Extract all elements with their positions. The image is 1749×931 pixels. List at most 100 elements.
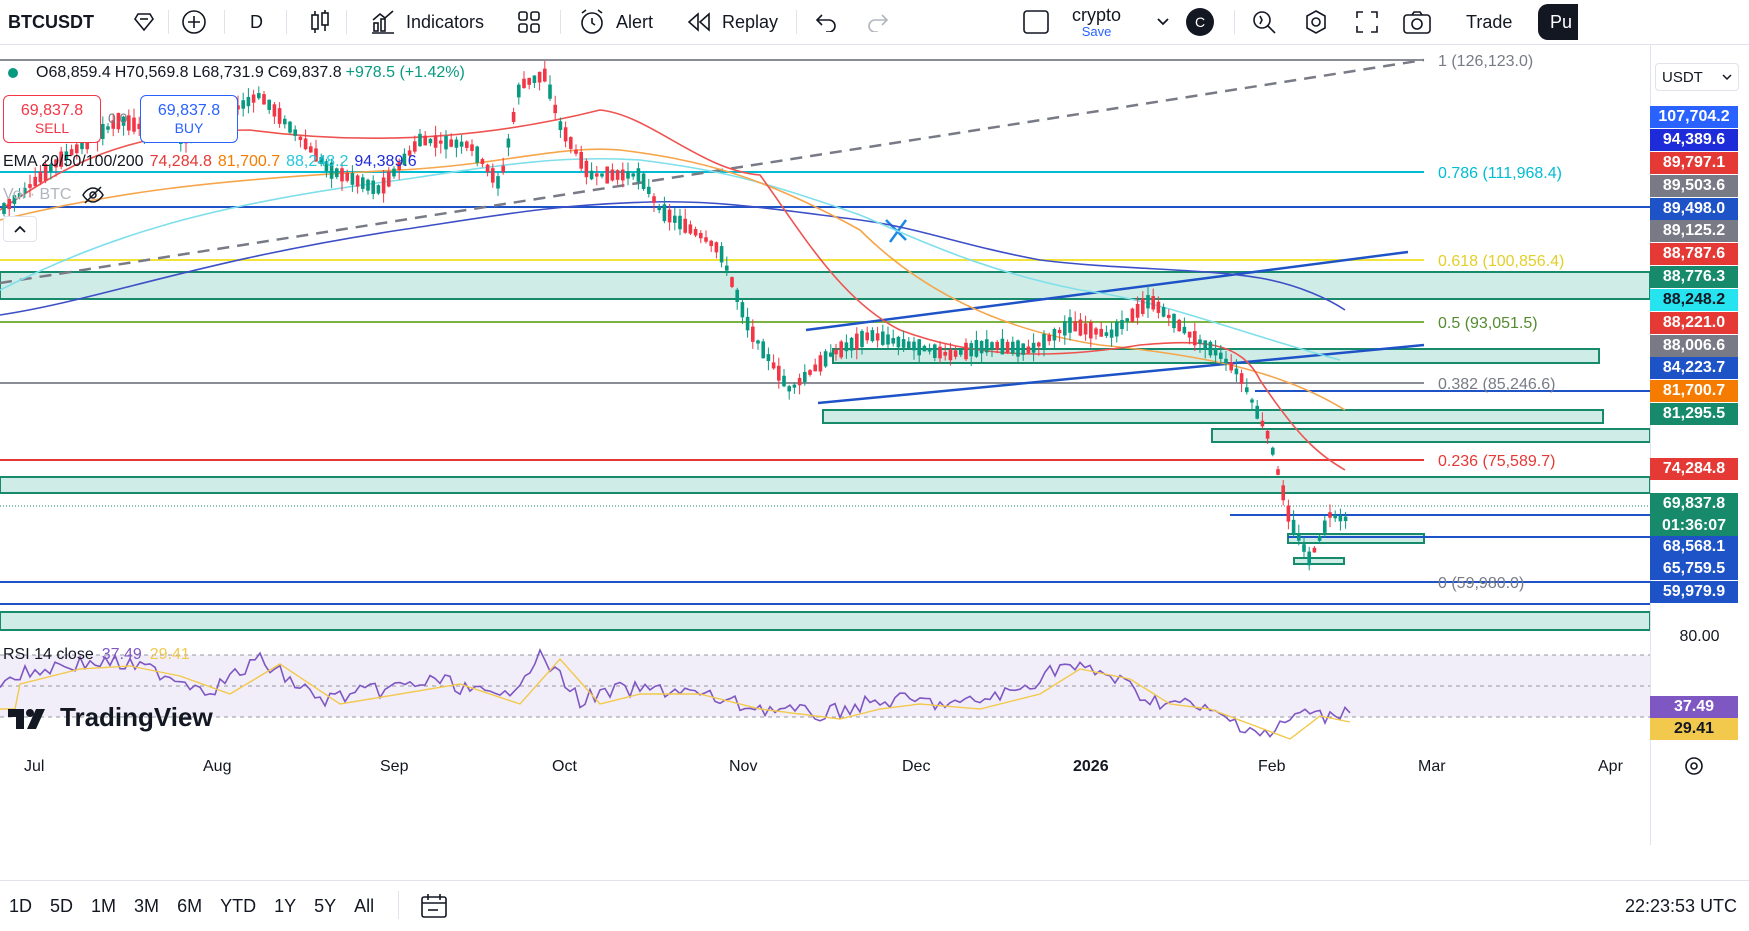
- volume-legend[interactable]: Vol · BTC: [3, 186, 105, 204]
- candle-body: [1042, 333, 1046, 349]
- range-button-6m[interactable]: 6M: [177, 895, 203, 916]
- range-button-ytd[interactable]: YTD: [220, 895, 257, 916]
- zone-rect[interactable]: [0, 476, 1650, 494]
- candle-body: [251, 94, 256, 103]
- candle-body: [657, 207, 661, 211]
- settings-icon[interactable]: [1302, 0, 1330, 44]
- candle-body: [1250, 399, 1254, 403]
- candle-body: [262, 94, 266, 105]
- quick-search-icon[interactable]: [1250, 0, 1278, 44]
- candle-body: [1255, 405, 1259, 419]
- alert-button[interactable]: Alert: [578, 0, 653, 44]
- range-button-1m[interactable]: 1M: [91, 895, 117, 916]
- eye-hidden-icon[interactable]: [81, 186, 105, 204]
- time-label: Jul: [24, 758, 45, 775]
- buy-button[interactable]: 69,837.8 BUY: [140, 95, 238, 143]
- channel-top-line[interactable]: [805, 250, 1409, 332]
- chevron-down-icon[interactable]: [1156, 0, 1170, 44]
- undo-icon[interactable]: [814, 0, 838, 44]
- ohlc-low: L68,731.9: [192, 64, 264, 81]
- range-button-5y[interactable]: 5Y: [314, 895, 337, 916]
- clock-display[interactable]: 22:23:53 UTC: [1625, 881, 1737, 931]
- trade-button[interactable]: Trade: [1450, 0, 1528, 44]
- candle-body: [834, 349, 838, 355]
- candle-body: [28, 184, 32, 188]
- candle-body: [808, 370, 812, 375]
- time-label: Mar: [1418, 758, 1446, 775]
- candle-body: [886, 334, 890, 345]
- ema100-line: [0, 157, 1341, 361]
- candle-body: [314, 148, 318, 162]
- candle-body: [1307, 551, 1311, 566]
- currency-select[interactable]: USDT: [1655, 63, 1739, 91]
- candle-body: [1052, 328, 1057, 341]
- publish-button[interactable]: Pu: [1538, 0, 1578, 44]
- candle-body: [745, 316, 750, 331]
- tradingview-logo[interactable]: TradingView: [6, 702, 213, 733]
- trade-label: Trade: [1466, 11, 1513, 32]
- date-range-icon[interactable]: [420, 893, 448, 924]
- candle-body: [392, 168, 396, 177]
- candle-body: [522, 78, 526, 89]
- collapse-legend-button[interactable]: [3, 216, 37, 242]
- candle-body: [589, 170, 594, 180]
- candle-body: [1213, 348, 1218, 356]
- candle-body: [943, 351, 947, 356]
- range-button-1y[interactable]: 1Y: [274, 895, 297, 916]
- fullscreen-icon[interactable]: [1354, 0, 1380, 44]
- zone-rect[interactable]: [1287, 533, 1425, 544]
- indicators-button[interactable]: Indicators: [370, 0, 484, 44]
- candles-icon[interactable]: [308, 0, 332, 44]
- layout-select-icon[interactable]: [1022, 0, 1050, 44]
- templates-icon[interactable]: [516, 0, 542, 44]
- zone-rect[interactable]: [1293, 557, 1345, 565]
- sell-button[interactable]: 69,837.8 SELL: [3, 95, 101, 143]
- price-axis-label: 65,759.5: [1650, 558, 1738, 580]
- price-axis-label: 89,797.1: [1650, 152, 1738, 174]
- rsi-legend[interactable]: RSI 14 close 37.49 29.41: [3, 646, 190, 664]
- price-axis-label: 107,704.2: [1650, 106, 1738, 128]
- time-label: Sep: [380, 758, 409, 775]
- avatar[interactable]: C: [1186, 0, 1214, 44]
- time-label: Aug: [203, 758, 232, 775]
- candle-body: [797, 377, 802, 386]
- candle-body: [1031, 342, 1036, 353]
- layout-name-button[interactable]: crypto Save: [1072, 0, 1121, 44]
- chart-canvas[interactable]: 1 (126,123.0) 0.786 (111,968.4) 0.618 (1…: [0, 45, 1650, 845]
- zone-rect[interactable]: [822, 409, 1604, 424]
- candle-body: [381, 177, 386, 194]
- range-button-all[interactable]: All: [354, 895, 375, 916]
- chart-settings-icon[interactable]: [1683, 755, 1705, 782]
- top-toolbar: BTCUSDT D Indicators Alert Replay crypto…: [0, 0, 1749, 45]
- camera-icon[interactable]: [1402, 0, 1432, 44]
- candle-body: [137, 123, 141, 129]
- add-symbol-icon[interactable]: [180, 0, 208, 44]
- chevron-up-icon: [14, 225, 26, 233]
- zone-rect[interactable]: [0, 271, 1650, 300]
- replay-button[interactable]: Replay: [686, 0, 778, 44]
- ohlc-open: O68,859.4: [36, 64, 111, 81]
- candle-body: [875, 333, 880, 341]
- interval-button[interactable]: D: [250, 0, 263, 44]
- zone-rect[interactable]: [0, 611, 1650, 631]
- candle-body: [641, 173, 646, 190]
- price-axis-label: 89,498.0: [1650, 198, 1738, 220]
- candle-body: [1068, 317, 1072, 333]
- rsi-value: 37.49: [101, 646, 142, 663]
- range-button-1d[interactable]: 1D: [9, 895, 33, 916]
- ema200-value: 94,389.6: [354, 153, 417, 170]
- zone-rect[interactable]: [1211, 428, 1650, 443]
- rsi-ma-axis-value: 29.41: [1650, 718, 1738, 740]
- redo-icon[interactable]: [866, 0, 890, 44]
- compare-icon[interactable]: [132, 0, 156, 44]
- range-button-3m[interactable]: 3M: [134, 895, 160, 916]
- range-button-5d[interactable]: 5D: [50, 895, 74, 916]
- time-axis[interactable]: Jul Aug Sep Oct Nov Dec 2026 Feb Mar Apr: [0, 752, 1650, 782]
- candle-body: [69, 149, 74, 156]
- symbol-name[interactable]: BTCUSDT: [8, 11, 94, 32]
- symbol-search[interactable]: BTCUSDT: [8, 0, 94, 44]
- candle-body: [948, 349, 953, 361]
- candle-body: [496, 176, 500, 189]
- ema-legend[interactable]: EMA 20/50/100/200 74,284.8 81,700.7 88,2…: [3, 153, 417, 171]
- candle-body: [964, 342, 968, 360]
